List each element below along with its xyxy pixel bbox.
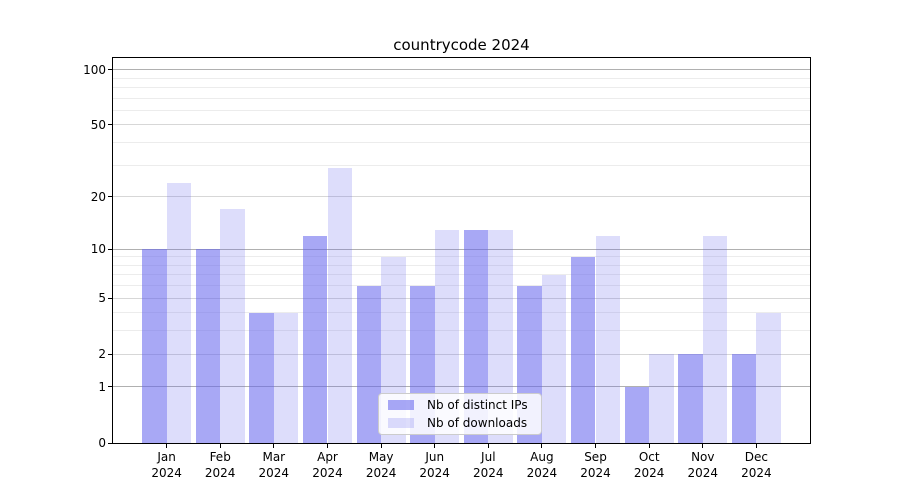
bar-nb-of-downloads-apr (327, 167, 353, 443)
x-tick (541, 444, 543, 448)
bar-nb-of-downloads-nov (702, 235, 728, 443)
x-tick (595, 444, 596, 448)
gridline (113, 312, 810, 314)
x-tick-label: Sep 2024 (580, 450, 611, 480)
bar-nb-of-distinct-ips-feb (195, 249, 221, 443)
y-tick (108, 69, 112, 71)
y-tick (108, 297, 112, 299)
gridline (113, 353, 810, 355)
bar-nb-of-distinct-ips-apr (302, 235, 328, 443)
bar-nb-of-distinct-ips-nov (678, 354, 703, 443)
legend-label-distinct-ips: Nb of distinct IPs (427, 398, 528, 412)
x-tick (380, 444, 382, 448)
x-tick (166, 444, 168, 448)
bar-nb-of-distinct-ips-may (356, 285, 382, 443)
x-tick-label: Oct 2024 (633, 450, 665, 480)
y-tick (108, 124, 112, 126)
y-tick-label: 50 (90, 117, 106, 132)
bar-nb-of-distinct-ips-dec (731, 354, 757, 443)
y-tick-label: 10 (90, 242, 106, 256)
bar-nb-of-distinct-ips-sep (570, 256, 596, 443)
gridline (113, 297, 810, 299)
chart-title: countrycode 2024 (393, 36, 530, 54)
x-tick-label: May 2024 (365, 450, 397, 480)
gridline (113, 142, 810, 143)
gridline (113, 124, 810, 126)
legend-label-downloads: Nb of downloads (427, 416, 528, 430)
bar-nb-of-distinct-ips-mar (249, 312, 274, 443)
x-tick-label: Nov 2024 (687, 450, 719, 480)
gridline (113, 248, 810, 250)
x-tick (434, 444, 436, 448)
bar-nb-of-downloads-sep (595, 235, 621, 443)
x-tick-label: Jan 2024 (151, 450, 182, 480)
bar-nb-of-distinct-ips-oct (624, 386, 650, 443)
legend-item-downloads: Nb of downloads (388, 416, 532, 430)
y-tick-label: 2 (98, 347, 106, 362)
gridline (113, 256, 810, 258)
y-tick (108, 442, 112, 444)
y-tick-label: 1 (98, 379, 106, 394)
x-tick (702, 444, 704, 448)
y-tick (108, 386, 112, 388)
y-tick-label: 20 (90, 189, 106, 204)
legend: Nb of distinct IPs Nb of downloads (378, 393, 542, 435)
bar-nb-of-distinct-ips-jan (142, 249, 167, 443)
y-tick (108, 196, 112, 198)
x-tick (327, 444, 328, 448)
gridline (113, 164, 810, 166)
x-tick (755, 444, 757, 448)
gridline (113, 69, 810, 71)
y-tick-label: 5 (98, 291, 106, 305)
gridline (113, 196, 810, 198)
bar-nb-of-downloads-aug (541, 274, 567, 443)
gridline (113, 285, 810, 287)
gridline (113, 330, 810, 332)
x-tick (487, 444, 489, 448)
x-tick-label: Jul 2024 (473, 450, 504, 480)
x-tick (273, 444, 275, 448)
x-tick-label: Jun 2024 (419, 450, 450, 480)
x-tick-label: Aug 2024 (526, 450, 558, 480)
gridline (113, 86, 810, 88)
bar-nb-of-downloads-jan (166, 182, 192, 443)
bar-nb-of-downloads-dec (756, 312, 781, 443)
gridline (113, 274, 810, 276)
gridline (113, 97, 810, 99)
y-tick-label: 100 (83, 62, 106, 77)
x-tick (219, 444, 221, 448)
y-tick (108, 353, 112, 355)
bar-nb-of-downloads-feb (220, 209, 245, 443)
bar-nb-of-downloads-oct (649, 354, 674, 443)
gridline (113, 109, 810, 111)
x-tick-label: Mar 2024 (258, 450, 290, 480)
bar-nb-of-downloads-mar (273, 312, 299, 443)
legend-swatch-downloads (388, 418, 414, 428)
x-tick (648, 444, 650, 448)
y-tick (108, 248, 112, 250)
legend-item-distinct-ips: Nb of distinct IPs (388, 398, 532, 412)
gridline (113, 77, 810, 79)
gridline (113, 264, 810, 266)
y-tick-label: 0 (98, 436, 106, 450)
x-tick-label: Feb 2024 (204, 450, 236, 480)
plot-area (112, 57, 811, 444)
x-tick-label: Dec 2024 (741, 450, 772, 480)
gridline (113, 386, 810, 388)
legend-swatch-distinct-ips (388, 400, 414, 410)
x-tick-label: Apr 2024 (312, 450, 343, 480)
